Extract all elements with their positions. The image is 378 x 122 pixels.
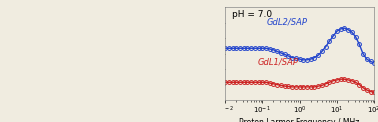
X-axis label: Proton Larmor Frequency / MHz: Proton Larmor Frequency / MHz xyxy=(239,118,360,122)
Text: pH = 7.0: pH = 7.0 xyxy=(232,10,273,19)
Text: GdL2/SAP: GdL2/SAP xyxy=(267,17,308,26)
Y-axis label: r₁ / mM⁻¹s⁻¹: r₁ / mM⁻¹s⁻¹ xyxy=(199,31,208,76)
Text: GdL1/SAP: GdL1/SAP xyxy=(258,58,299,67)
